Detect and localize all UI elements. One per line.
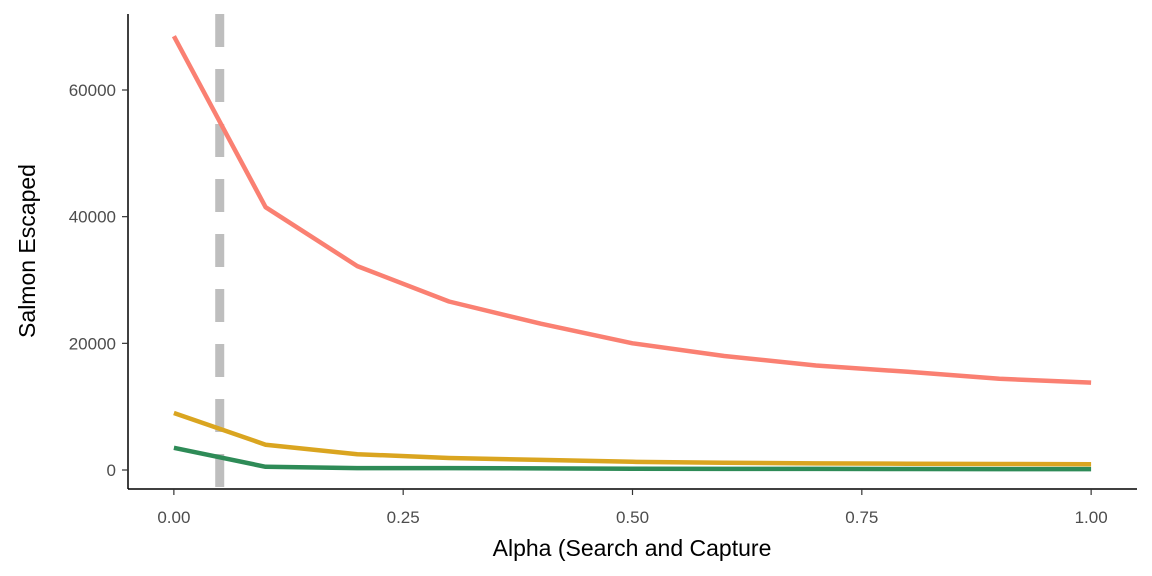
x-tick-label: 1.00 bbox=[1075, 508, 1108, 527]
y-tick-label: 20000 bbox=[69, 334, 116, 353]
series-layer bbox=[171, 35, 1092, 472]
x-tick-label: 0.00 bbox=[157, 508, 190, 527]
series-line-1 bbox=[171, 35, 1092, 385]
x-tick-label: 0.25 bbox=[387, 508, 420, 527]
x-tick-label: 0.75 bbox=[845, 508, 878, 527]
axes-layer bbox=[127, 14, 1137, 490]
y-tick-label: 60000 bbox=[69, 81, 116, 100]
series-line-2 bbox=[173, 410, 1092, 467]
ticks-layer: 0.00 0.25 0.50 0.75 1.00 0 20000 40000 60000 bbox=[69, 81, 1108, 527]
series-line-3 bbox=[173, 445, 1092, 472]
x-axis-title: Alpha (Search and Capture bbox=[493, 535, 772, 561]
y-tick-label: 40000 bbox=[69, 208, 116, 227]
x-tick-label: 0.50 bbox=[616, 508, 649, 527]
y-axis-title: Salmon Escaped bbox=[14, 164, 40, 338]
y-tick-label: 0 bbox=[107, 461, 116, 480]
